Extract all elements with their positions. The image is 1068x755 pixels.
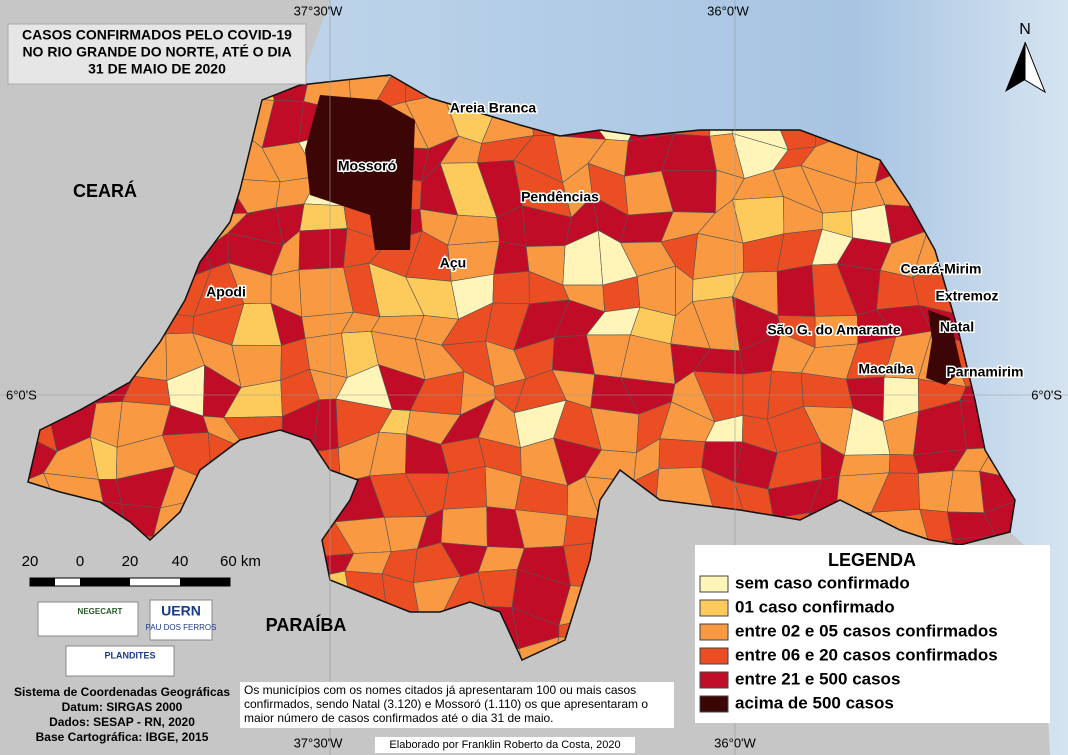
- legend-label: acima de 500 casos: [735, 693, 894, 712]
- scale-label: 40: [172, 553, 189, 570]
- title-line: NO RIO GRANDE DO NORTE, ATÉ O DIA: [22, 44, 291, 60]
- scale-bar: 20 0 20 40 60 km: [22, 553, 261, 587]
- logo-text: PAU DOS FERROS: [146, 623, 217, 632]
- graticule-label: 36°0'W: [707, 3, 749, 18]
- municipality: [658, 438, 706, 470]
- municipality: [776, 264, 816, 317]
- municipality: [440, 506, 488, 547]
- region-label: CEARÁ: [73, 180, 137, 201]
- city-label: Ceará-Mirim: [901, 261, 982, 277]
- municipality: [514, 509, 568, 549]
- logo-text: UERN: [161, 603, 201, 619]
- legend-box: [695, 545, 1050, 723]
- north-label: N: [1019, 21, 1031, 38]
- legend-swatch: [699, 623, 729, 641]
- legend-swatch: [699, 647, 729, 665]
- legend-swatch: [699, 695, 729, 713]
- legend-label: sem caso confirmado: [735, 573, 910, 592]
- city-label: Extremoz: [935, 288, 998, 304]
- credit: Elaborado por Franklin Roberto da Costa,…: [389, 739, 620, 751]
- logo-text: PLANDITES: [104, 650, 155, 660]
- logos: NEGECART UERN PAU DOS FERROS PLANDITES: [37, 599, 217, 677]
- system-line: Datum: SIRGAS 2000: [62, 700, 183, 714]
- natal-area: [926, 310, 962, 385]
- municipality: [493, 240, 530, 275]
- scale-label: 0: [76, 553, 84, 570]
- note-box: [240, 682, 674, 728]
- north-arrow: N: [1005, 21, 1047, 94]
- city-label: Macaíba: [858, 361, 913, 377]
- title-line: CASOS CONFIRMADOS PELO COVID-19: [22, 27, 292, 43]
- city-label: Mossoró: [338, 158, 396, 174]
- municipality: [492, 271, 530, 305]
- city-label: Açu: [440, 255, 466, 271]
- legend-swatch: [699, 599, 729, 617]
- legend-label: entre 02 e 05 casos confirmados: [735, 621, 998, 640]
- scale-label: 20: [122, 553, 139, 570]
- municipality: [299, 203, 348, 232]
- legend-title: LEGENDA: [828, 550, 916, 570]
- scale-label: 20: [22, 553, 39, 570]
- graticule-label: 6°0'S: [6, 387, 37, 402]
- scale-label: 60 km: [220, 553, 261, 570]
- municipality: [839, 454, 891, 477]
- city-label: Areia Branca: [450, 100, 537, 116]
- city-label: Apodi: [206, 284, 246, 300]
- graticule-label: 37°30'W: [294, 735, 344, 750]
- legend-label: 01 caso confirmado: [735, 597, 895, 616]
- legend-label: entre 21 e 500 casos: [735, 669, 900, 688]
- logo-text: NEGECART: [78, 607, 123, 616]
- city-label: Pendências: [521, 189, 599, 205]
- credit-box: [375, 737, 635, 753]
- title-line: 31 DE MAIO DE 2020: [88, 61, 226, 77]
- graticule-label: 36°0'W: [714, 735, 756, 750]
- note-line: confirmados, sendo Natal (3.120) e Mosso…: [244, 697, 648, 711]
- mossoro-area: [305, 95, 415, 250]
- note-line: maior número de casos confirmados até o …: [244, 711, 554, 725]
- legend-swatch: [699, 671, 729, 689]
- system-line: Sistema de Coordenadas Geográficas: [14, 685, 230, 699]
- city-label: São G. do Amarante: [767, 322, 901, 338]
- legend-items: sem caso confirmado 01 caso confirmado ent…: [699, 573, 998, 713]
- legend-label: entre 06 e 20 casos confirmados: [735, 645, 998, 664]
- graticule-label: 37°30'W: [294, 3, 344, 18]
- municipality: [851, 204, 892, 245]
- region-label: PARAÍBA: [266, 614, 347, 635]
- municipality: [298, 228, 348, 271]
- municipality: [946, 470, 985, 514]
- legend-swatch: [699, 575, 729, 593]
- system-line: Dados: SESAP - RN, 2020: [49, 715, 195, 729]
- note-line: Os municípios com os nomes citados já ap…: [244, 683, 636, 697]
- city-label: Parnamirim: [946, 364, 1023, 380]
- system-line: Base Cartográfica: IBGE, 2015: [36, 730, 209, 744]
- title-box: [7, 23, 307, 85]
- city-label: Natal: [940, 319, 974, 335]
- graticule-label: 6°0'S: [1031, 387, 1062, 402]
